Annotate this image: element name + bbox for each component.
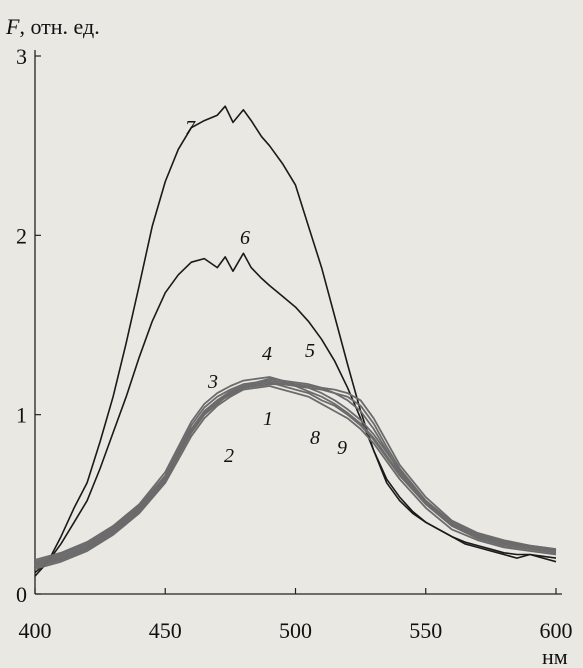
curve-label-5: 5: [305, 340, 315, 362]
curve-label-8: 8: [310, 427, 320, 449]
x-tick-label: 500: [279, 618, 312, 643]
curve-label-6: 6: [240, 227, 250, 249]
x-axis-title: нм: [542, 644, 568, 668]
x-tick-label: 600: [540, 618, 573, 643]
x-tick-label: 400: [19, 618, 52, 643]
series-line-2: [34, 381, 557, 567]
y-tick-label: 0: [16, 582, 27, 607]
series-line-9: [34, 381, 557, 567]
x-tick-label: 450: [149, 618, 182, 643]
curve-label-1: 1: [263, 408, 273, 430]
y-axis-title: F, отн. ед.: [5, 14, 100, 39]
x-tick-label: 550: [409, 618, 442, 643]
y-axis-variable: F: [5, 14, 20, 39]
curve-label-7: 7: [185, 117, 196, 139]
curve-label-9: 9: [337, 437, 347, 459]
y-tick-label: 2: [16, 223, 27, 248]
curve-label-3: 3: [207, 371, 218, 393]
curve-label-2: 2: [224, 445, 234, 467]
y-tick-label: 3: [16, 44, 27, 69]
curve-labels: 7 6 5 4 3 1 2 8 9: [185, 117, 347, 467]
curve-label-4: 4: [262, 343, 272, 365]
series-line-7: [34, 105, 557, 577]
axes: 0 1 2 3 400 450 500 550 600: [16, 44, 573, 643]
series-line-1: [34, 385, 557, 570]
y-axis-unit: , отн. ед.: [19, 14, 99, 39]
y-tick-label: 1: [16, 403, 27, 428]
series-line-5: [34, 377, 557, 565]
series-line-6: [34, 252, 557, 574]
series-group: [34, 105, 557, 577]
